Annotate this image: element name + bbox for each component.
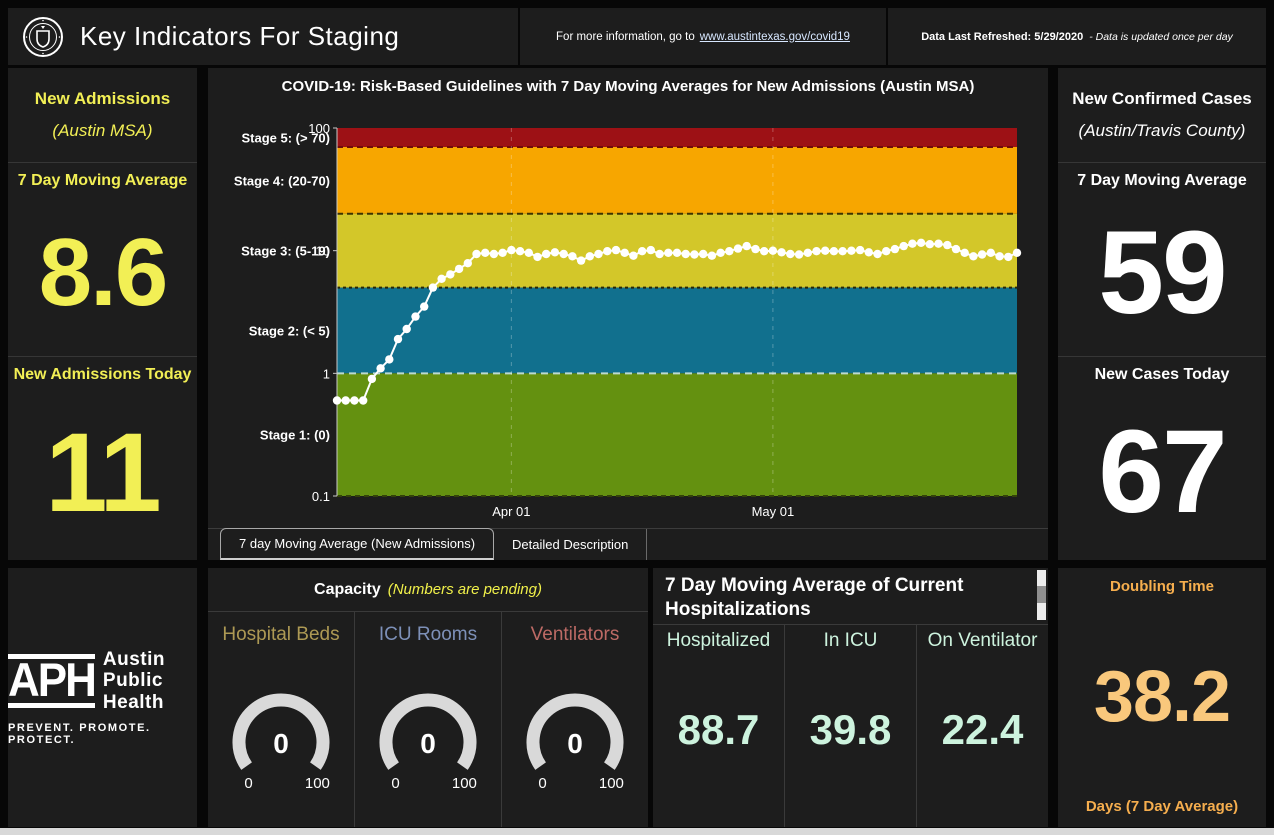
capacity-col-ventilators: Ventilators 0 0 100	[501, 612, 648, 827]
aph-name-line: Health	[102, 691, 164, 713]
svg-text:100: 100	[599, 775, 624, 792]
ventilators-gauge: 0 0 100	[526, 693, 624, 792]
hosp-label: In ICU	[823, 630, 878, 651]
svg-text:0: 0	[244, 775, 252, 792]
svg-text:0: 0	[391, 775, 399, 792]
aph-logo-top-bar	[8, 653, 95, 659]
hosp-col-on-ventilator: On Ventilator 22.4	[916, 625, 1048, 827]
doubling-time-label: Doubling Time	[1110, 578, 1214, 595]
hosp-label: Hospitalized	[666, 630, 771, 651]
cases-avg-label: 7 Day Moving Average	[1077, 172, 1247, 189]
hospital-beds-gauge: 0 0 100	[232, 693, 330, 792]
on-ventilator-value: 22.4	[941, 705, 1024, 753]
svg-text:Stage 3: (5-19): Stage 3: (5-19)	[241, 244, 330, 259]
aph-acronym: APH	[8, 653, 97, 707]
cases-today-value: 67	[1098, 406, 1227, 538]
hospitalizations-title: 7 Day Moving Average of Current Hospital…	[665, 575, 964, 620]
svg-text:10: 10	[316, 244, 330, 259]
icu-rooms-gauge: 0 0 100	[379, 693, 477, 792]
cases-avg-value: 59	[1098, 207, 1227, 339]
staging-chart-panel: COVID-19: Risk-Based Guidelines with 7 D…	[208, 68, 1048, 560]
gauge-label: Ventilators	[530, 624, 620, 645]
capacity-note: (Numbers are pending)	[387, 581, 542, 598]
capacity-col-hospital-beds: Hospital Beds 0 0 100	[208, 612, 354, 827]
chart-title: COVID-19: Risk-Based Guidelines with 7 D…	[281, 77, 975, 95]
covid19-link[interactable]: www.austintexas.gov/covid19	[699, 30, 850, 43]
capacity-col-icu-rooms: ICU Rooms 0 0 100	[354, 612, 501, 827]
new-admissions-subtitle: (Austin MSA)	[52, 121, 153, 140]
header-title-panel: Key Indicators For Staging	[8, 8, 518, 65]
doubling-time-value: 38.2	[1093, 656, 1231, 737]
scrollbar-thumb[interactable]	[1037, 586, 1046, 603]
aph-name-line: Public	[102, 670, 163, 692]
svg-text:Apr 01: Apr 01	[492, 504, 530, 519]
capacity-title: Capacity	[314, 580, 381, 598]
svg-text:Stage 2: (< 5): Stage 2: (< 5)	[249, 323, 330, 338]
doubling-time-unit: Days (7 Day Average)	[1085, 798, 1239, 815]
aph-name-line: Austin	[102, 649, 166, 671]
header-refresh-panel: Data Last Refreshed: 5/29/2020 - Data is…	[888, 8, 1266, 65]
header-info-panel: For more information, go to www.austinte…	[520, 8, 886, 65]
admissions-today-label: New Admissions Today	[13, 366, 192, 383]
scrollbar[interactable]	[1037, 570, 1046, 620]
tab-moving-average[interactable]: 7 day Moving Average (New Admissions)	[220, 528, 495, 560]
svg-text:1: 1	[323, 366, 330, 381]
hospitalized-value: 88.7	[677, 705, 760, 753]
svg-text:100: 100	[308, 121, 330, 136]
horizontal-scrollbar-track[interactable]	[0, 828, 1274, 835]
svg-text:0: 0	[420, 728, 436, 759]
svg-text:100: 100	[305, 775, 330, 792]
data-refreshed-text: Data Last Refreshed: 5/29/2020	[921, 30, 1084, 43]
hosp-label: On Ventilator	[927, 630, 1038, 651]
new-admissions-title: New Admissions	[34, 89, 171, 108]
gauge-label: ICU Rooms	[378, 624, 478, 645]
svg-text:0: 0	[273, 728, 289, 759]
admissions-today-value: 11	[45, 409, 161, 535]
hospitalizations-panel: 7 Day Moving Average of Current Hospital…	[653, 568, 1048, 827]
capacity-panel: Capacity (Numbers are pending) Hospital …	[208, 568, 648, 827]
aph-logo-bottom-bar	[8, 702, 95, 708]
gauge-label: Hospital Beds	[222, 624, 340, 645]
aph-tagline: PREVENT. PROMOTE. PROTECT.	[8, 721, 151, 746]
in-icu-value: 39.8	[809, 705, 892, 753]
admissions-avg-label: 7 Day Moving Average	[17, 172, 188, 189]
new-cases-title: New Confirmed Cases	[1072, 89, 1252, 108]
svg-text:Stage 5: (> 70): Stage 5: (> 70)	[241, 131, 330, 146]
city-of-austin-seal-icon	[23, 16, 63, 57]
svg-text:0.1: 0.1	[312, 489, 330, 504]
svg-text:0: 0	[567, 728, 583, 759]
svg-text:100: 100	[452, 775, 477, 792]
stage-guidelines-chart[interactable]: Apr 01 May 01 Stage 5: (> 70) Stage 4: (20-…	[208, 104, 1048, 524]
hosp-col-hospitalized: Hospitalized 88.7	[653, 625, 784, 827]
svg-text:0: 0	[538, 775, 546, 792]
svg-text:Stage 4: (20-70): Stage 4: (20-70)	[234, 173, 330, 188]
hosp-col-in-icu: In ICU 39.8	[784, 625, 916, 827]
doubling-time-panel: Doubling Time 38.2 Days (7 Day Average)	[1058, 568, 1266, 827]
new-admissions-panel: New Admissions (Austin MSA) 7 Day Moving…	[8, 68, 197, 560]
info-text: For more information, go to	[556, 30, 695, 43]
cases-today-label: New Cases Today	[1094, 366, 1230, 383]
admissions-avg-value: 8.6	[38, 219, 168, 326]
svg-text:May 01: May 01	[752, 504, 795, 519]
new-cases-subtitle: (Austin/Travis County)	[1078, 121, 1246, 140]
aph-logo-panel: APH Austin Public Health PREVENT. PROMOT…	[8, 568, 197, 827]
chart-tabstrip: 7 day Moving Average (New Admissions) De…	[208, 528, 1048, 560]
page-title: Key Indicators For Staging	[80, 21, 400, 51]
svg-text:Stage 1: (0): Stage 1: (0)	[260, 428, 330, 443]
new-cases-panel: New Confirmed Cases (Austin/Travis Count…	[1058, 68, 1266, 560]
data-refreshed-note: - Data is updated once per day	[1089, 30, 1233, 43]
aph-logo: APH Austin Public Health PREVENT. PROMOT…	[8, 649, 197, 746]
tab-detailed-description[interactable]: Detailed Description	[494, 529, 648, 560]
